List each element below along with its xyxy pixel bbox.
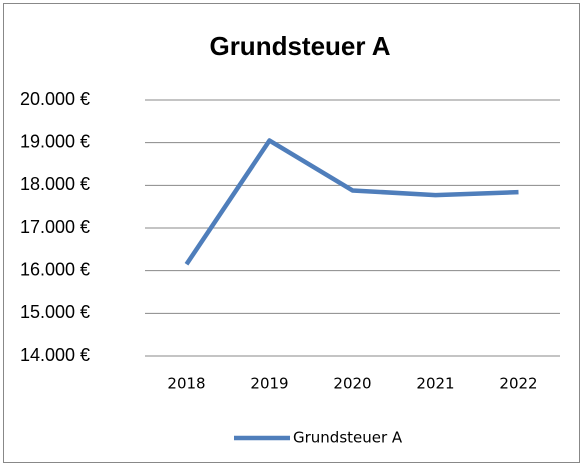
x-tick-label: 2019: [250, 375, 288, 393]
chart-title: Grundsteuer A: [209, 31, 390, 61]
x-tick-label: 2020: [333, 375, 371, 393]
y-tick-label: 18.000 €: [20, 174, 90, 194]
legend-label: Grundsteuer A: [293, 429, 403, 447]
y-tick-label: 15.000 €: [20, 302, 90, 322]
x-tick-label: 2018: [167, 375, 205, 393]
y-tick-label: 16.000 €: [20, 259, 90, 279]
y-tick-label: 20.000 €: [20, 89, 90, 109]
y-tick-label: 19.000 €: [20, 131, 90, 151]
y-tick-label: 17.000 €: [20, 217, 90, 237]
y-tick-label: 14.000 €: [20, 345, 90, 365]
chart-border: [3, 3, 580, 463]
x-tick-label: 2022: [499, 375, 537, 393]
line-series: [184, 138, 519, 266]
x-tick-label: 2021: [416, 375, 454, 393]
